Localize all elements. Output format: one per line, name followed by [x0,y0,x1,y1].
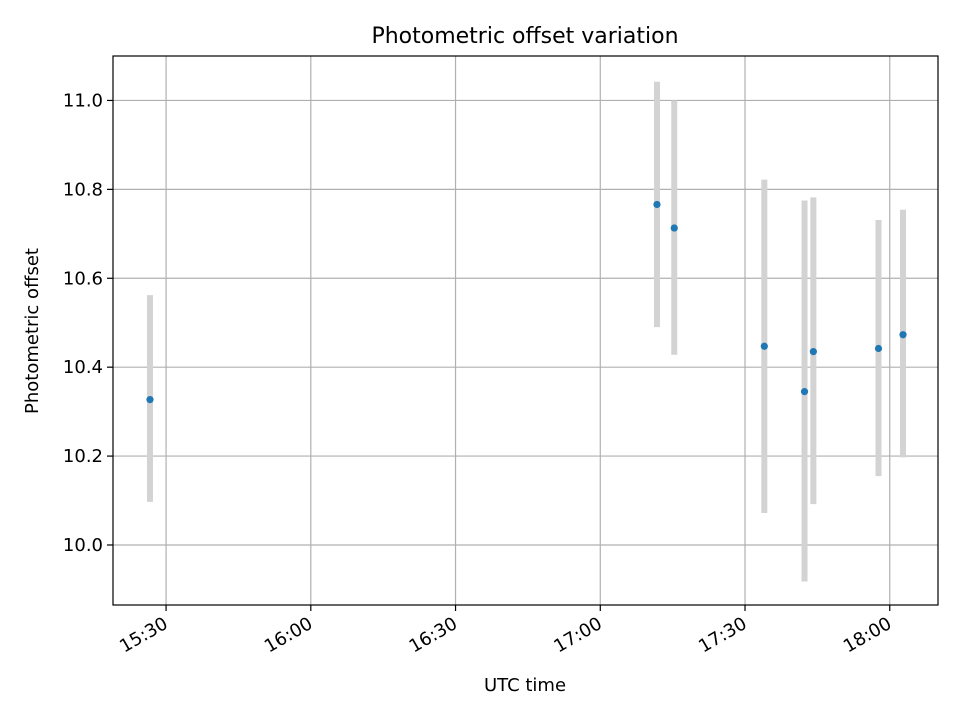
y-axis-label: Photometric offset [22,248,43,414]
grid [113,56,938,605]
y-tick-label: 10.6 [63,268,103,289]
y-tick-label: 11.0 [63,90,103,111]
chart-title: Photometric offset variation [371,24,678,49]
data-point [809,348,817,356]
y-tick-label: 10.2 [63,446,103,467]
y-tick-label: 10.0 [63,535,103,556]
data-point [653,200,661,209]
data-points [146,200,907,404]
x-axis-label: UTC time [484,675,566,696]
data-point [899,331,907,339]
data-point [760,342,768,350]
y-tick-label: 10.4 [63,357,103,378]
y-axis-ticks: 10.0 10.2 10.4 10.6 10.8 11.0 [63,90,113,556]
data-point [670,224,678,232]
data-point [146,396,154,404]
y-tick-label: 10.8 [63,179,103,200]
data-point [800,388,809,396]
plot-frame [112,55,939,606]
data-point [874,344,883,353]
